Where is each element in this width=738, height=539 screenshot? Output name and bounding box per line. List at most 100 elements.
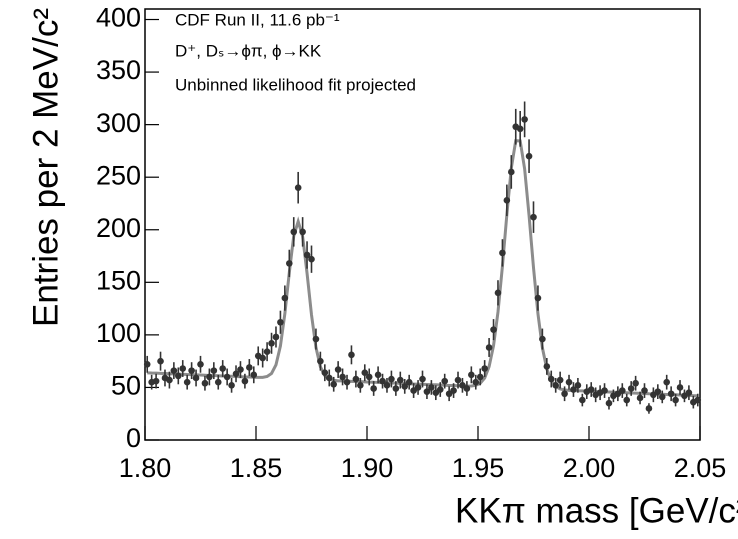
data-point [370,385,377,392]
data-point [672,396,679,404]
data-point [601,387,608,394]
data-point [152,377,160,385]
data-point [232,370,240,378]
annotation: Unbinned likelihood fit projected [175,75,416,94]
data-point [206,373,213,381]
data-point [143,361,151,368]
data-point [561,390,568,398]
data-point [450,387,457,394]
y-tick-label: 200 [96,213,141,243]
y-tick-label: 150 [96,265,141,295]
data-point [547,375,555,383]
data-point [530,213,537,221]
data-point [183,378,191,386]
data-point [685,389,693,396]
data-point [454,376,462,384]
data-point [676,384,684,391]
data-point [401,383,409,390]
data-point [605,399,613,407]
data-point [499,249,506,257]
data-point [623,396,631,404]
data-point [654,388,662,395]
data-point [352,375,360,383]
data-point [188,367,195,374]
data-point [157,357,164,365]
data-point [481,365,488,372]
data-point [286,260,293,267]
annotation: CDF Run II, 11.6 pb⁻¹ [175,10,340,29]
data-point [534,294,542,302]
data-point [397,376,404,384]
data-point [179,365,187,372]
data-point [308,255,315,263]
data-point [632,379,639,387]
data-point [579,396,586,404]
data-point [175,372,182,380]
data-point [556,376,564,384]
annotation: D⁺, Dₛ→ϕπ, ϕ→KK [175,41,322,60]
data-point [627,385,635,392]
x-tick-label: 1.95 [452,453,505,483]
data-point [636,394,644,402]
data-point [210,367,218,374]
x-tick-label: 1.80 [119,453,172,483]
y-tick-label: 350 [96,55,141,85]
data-point [303,251,311,259]
data-point [223,373,231,381]
x-axis-title: KKπ mass [GeV/c²] [455,491,738,530]
data-point [246,364,253,371]
data-point [214,378,222,386]
x-tick-label: 1.85 [230,453,283,483]
data-point [170,367,178,374]
data-point [619,387,626,394]
data-point [543,363,551,370]
y-tick-label: 50 [111,371,141,401]
data-point [516,125,524,133]
data-point [197,361,204,368]
data-point [268,339,275,347]
data-point [201,379,209,387]
data-point [508,168,515,176]
data-point [419,375,426,383]
data-point [277,318,284,326]
data-point [392,385,400,392]
data-point [281,294,289,302]
data-point [405,378,413,386]
data-point [379,377,386,385]
data-point [423,388,431,395]
y-tick-label: 250 [96,160,141,190]
data-point [574,382,582,389]
data-point [658,393,666,401]
data-point [645,405,653,412]
data-point [667,390,675,398]
data-point [565,378,573,386]
data-point [485,344,493,351]
y-axis-title: Entries per 2 MeV/c² [26,8,65,327]
data-point [374,371,382,379]
data-point [228,382,235,389]
data-point [552,382,559,389]
data-point [436,386,444,393]
data-point [250,371,258,379]
y-tick-label: 400 [96,3,141,33]
data-point [472,378,480,386]
plot-frame [144,8,701,441]
data-point [361,369,369,377]
fit-curve [147,139,698,398]
data-point [241,377,249,385]
data-point [166,376,173,384]
x-tick-label: 1.90 [341,453,394,483]
data-point [521,116,528,123]
data-point [428,384,435,391]
x-tick-label: 2.00 [563,453,616,483]
data-point [192,374,200,382]
data-point [334,366,342,373]
data-point [490,326,497,333]
data-point [587,386,595,393]
data-point [414,384,422,391]
data-point [330,380,338,388]
data-point [663,378,670,386]
data-point [503,197,511,204]
data-point [365,373,373,381]
